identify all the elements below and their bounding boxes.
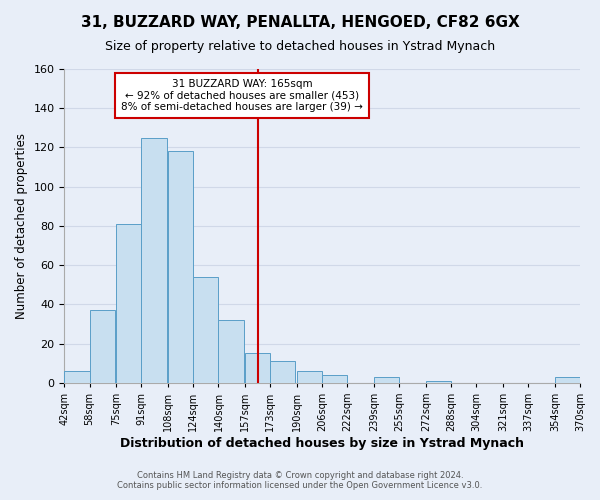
Text: 31 BUZZARD WAY: 165sqm
← 92% of detached houses are smaller (453)
8% of semi-det: 31 BUZZARD WAY: 165sqm ← 92% of detached…: [121, 79, 363, 112]
Text: Size of property relative to detached houses in Ystrad Mynach: Size of property relative to detached ho…: [105, 40, 495, 53]
Bar: [218, 320, 244, 383]
Bar: [374, 377, 399, 383]
Bar: [64, 371, 89, 383]
Y-axis label: Number of detached properties: Number of detached properties: [15, 133, 28, 319]
Bar: [142, 138, 167, 383]
Bar: [89, 310, 115, 383]
Bar: [426, 381, 451, 383]
Text: 31, BUZZARD WAY, PENALLTA, HENGOED, CF82 6GX: 31, BUZZARD WAY, PENALLTA, HENGOED, CF82…: [80, 15, 520, 30]
Bar: [116, 224, 142, 383]
Bar: [168, 152, 193, 383]
Bar: [322, 375, 347, 383]
X-axis label: Distribution of detached houses by size in Ystrad Mynach: Distribution of detached houses by size …: [120, 437, 524, 450]
Bar: [245, 354, 271, 383]
Bar: [193, 277, 218, 383]
Bar: [271, 362, 295, 383]
Bar: [555, 377, 580, 383]
Bar: [297, 371, 322, 383]
Text: Contains HM Land Registry data © Crown copyright and database right 2024.
Contai: Contains HM Land Registry data © Crown c…: [118, 470, 482, 490]
